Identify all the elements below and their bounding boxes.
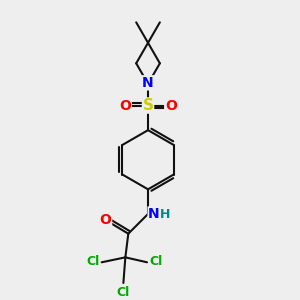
Text: Cl: Cl: [117, 286, 130, 299]
Text: H: H: [160, 208, 170, 221]
Text: N: N: [148, 207, 160, 221]
Text: Cl: Cl: [149, 255, 163, 268]
Text: O: O: [100, 213, 112, 227]
Text: O: O: [119, 98, 131, 112]
Text: N: N: [142, 76, 154, 90]
Text: S: S: [142, 98, 154, 113]
Text: Cl: Cl: [86, 255, 99, 268]
Text: O: O: [165, 98, 177, 112]
